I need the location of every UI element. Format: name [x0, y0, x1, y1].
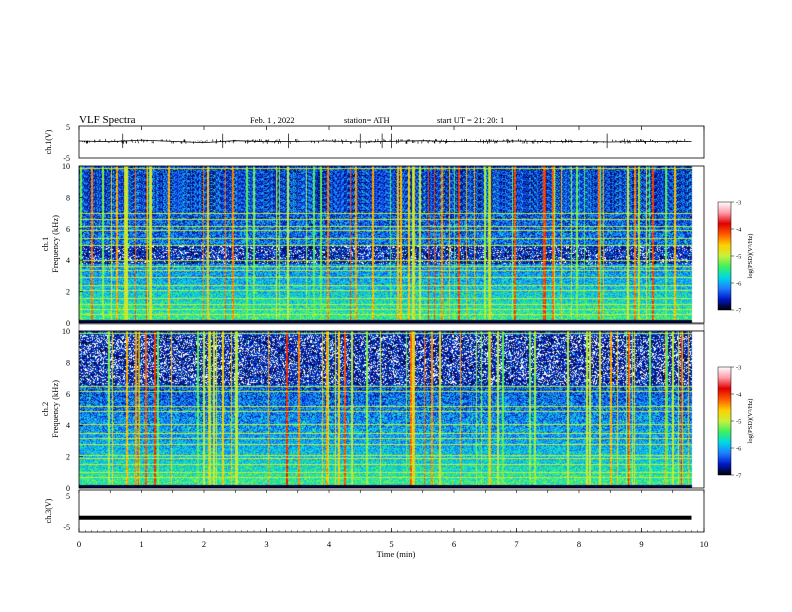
time-axis-tick-label: 7 [514, 539, 518, 549]
spectrogram-ytick-label: 8 [66, 358, 70, 367]
ch1-waveform-spikes [79, 133, 690, 149]
date-label: Feb. 1 , 2022 [250, 115, 295, 125]
ch1-colorbar: -3 -4 -5 -6 -7 log(PSD)(V²/Hz) [717, 200, 754, 315]
ch1-waveform-ytick-top: 5 [66, 123, 70, 132]
ch1-waveform-panel: 5 -5 ch.1(V) [44, 123, 705, 163]
ch1-spectrogram-canvas [79, 166, 704, 323]
time-axis-tick-label: 10 [700, 539, 709, 549]
spectrogram-ytick-label: 6 [66, 390, 70, 399]
ch1-spectrogram-ylabel-freq: Frequency (kHz) [50, 215, 60, 273]
spectrogram-ytick-label: 6 [66, 225, 70, 234]
ch3-waveform-ylabel: ch.3(V) [44, 498, 53, 523]
colorbar-tick-label: -4 [736, 392, 742, 399]
ch1-waveform-ytick-bottom: -5 [63, 154, 70, 163]
ch2-colorbar: -3 -4 -5 -6 -7 log(PSD)(V²/Hz) [717, 365, 754, 480]
time-axis-label: Time (min) [377, 549, 416, 559]
time-axis-tick-label: 5 [389, 539, 393, 549]
ch2-colorbar-gradient [717, 366, 732, 476]
time-axis-tick-label: 8 [577, 539, 581, 549]
spectrogram-ytick-label: 10 [62, 327, 70, 336]
spectrogram-ytick-label: 10 [62, 162, 70, 171]
colorbar-tick-label: -7 [736, 308, 742, 315]
figure-title: VLF Spectra [79, 114, 136, 126]
time-axis-tick-label: 1 [139, 539, 143, 549]
colorbar-tick-label: -3 [736, 200, 741, 207]
time-axis-tick-label: 4 [327, 539, 332, 549]
ch2-spectrogram-yticks: 0 2 4 6 8 10 [62, 327, 83, 493]
station-label: station= ATH [344, 115, 390, 125]
time-axis-tick-label: 2 [202, 539, 206, 549]
ch2-spectrogram-ylabel-channel: ch.2 [40, 402, 50, 416]
ch2-spectrogram-canvas [79, 331, 704, 488]
colorbar-tick-label: -4 [736, 227, 742, 234]
ch1-colorbar-label: log(PSD)(V²/Hz) [747, 234, 754, 279]
colorbar-tick-label: -6 [736, 446, 742, 453]
spectrogram-ytick-label: 0 [66, 484, 70, 493]
colorbar-tick-label: -3 [736, 365, 741, 372]
ch2-colorbar-ticks: -3 -4 -5 -6 -7 [731, 365, 742, 480]
colorbar-tick-label: -5 [736, 419, 741, 426]
ch1-spectrogram-ylabel-channel: ch.1 [40, 237, 50, 251]
ch1-spectrogram-panel: 0 2 4 6 8 10 ch.1 Frequency (kHz) [40, 162, 705, 328]
spectrogram-ytick-label: 4 [66, 421, 70, 430]
ch2-colorbar-label: log(PSD)(V²/Hz) [747, 399, 754, 444]
colorbar-tick-label: -7 [736, 473, 742, 480]
ch2-spectrogram-panel: 0 2 4 6 8 10 ch.2 Frequency (kHz) [40, 327, 705, 493]
start-ut-label: start UT = 21: 20: 1 [437, 115, 504, 125]
time-axis-tick-label: 6 [452, 539, 456, 549]
panel-separator [78, 323, 705, 332]
spectrogram-ytick-label: 4 [66, 256, 70, 265]
ch3-waveform-ytick-bottom: -5 [63, 523, 70, 532]
colorbar-tick-label: -6 [736, 281, 742, 288]
ch2-spectrogram-frame [78, 330, 705, 489]
ch3-waveform-ytick-top: 5 [66, 492, 70, 501]
time-axis-tick-label: 3 [264, 539, 268, 549]
ch3-waveform-panel: 5 -5 ch.3(V) [44, 489, 705, 533]
ch1-spectrogram-frame [78, 165, 705, 324]
spectrogram-ytick-label: 0 [66, 319, 70, 328]
time-axis-tick-label: 9 [639, 539, 643, 549]
ch3-panel-top-ticks [78, 490, 705, 493]
ch1-waveform-ylabel: ch.1(V) [44, 129, 53, 154]
colorbar-tick-label: -5 [736, 254, 741, 261]
spectrogram-ytick-label: 2 [66, 288, 70, 297]
ch1-colorbar-ticks: -3 -4 -5 -6 -7 [731, 200, 742, 315]
ch3-waveform-frame [78, 489, 705, 533]
spectrogram-ytick-label: 2 [66, 453, 70, 462]
ch1-spectrogram-yticks: 0 2 4 6 8 10 [62, 162, 83, 328]
spectrogram-ytick-label: 8 [66, 193, 70, 202]
ch3-waveform-line [79, 515, 692, 520]
time-axis-tick-label: 0 [77, 539, 81, 549]
ch1-colorbar-gradient [717, 201, 732, 311]
ch2-spectrogram-ylabel-freq: Frequency (kHz) [50, 380, 60, 438]
time-axis: 0 1 2 3 4 5 6 7 8 9 10 [77, 126, 708, 549]
